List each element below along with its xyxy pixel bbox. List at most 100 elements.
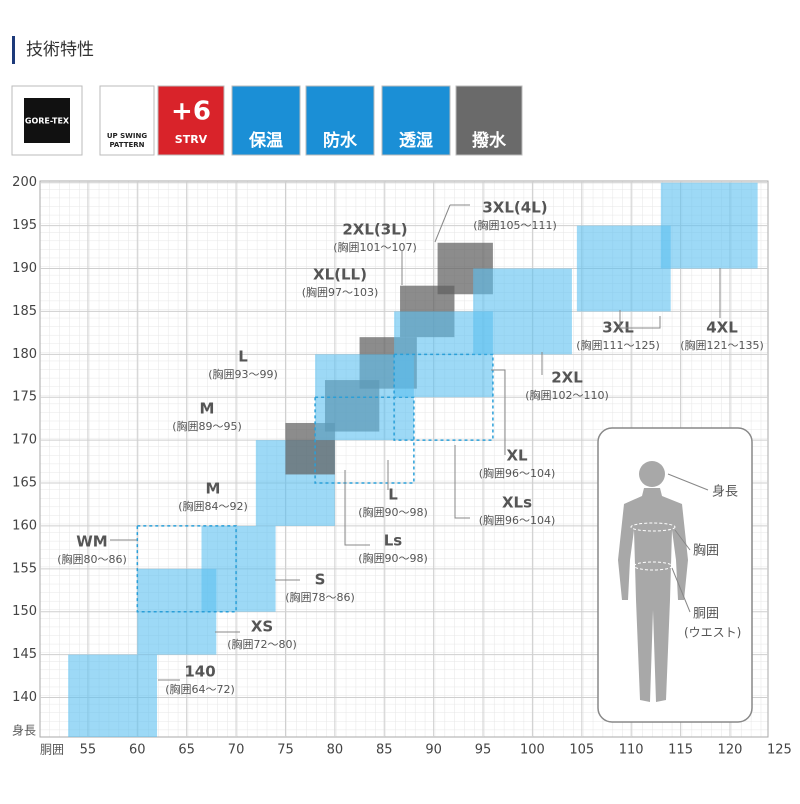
size-name: 2XL(3L) (342, 221, 407, 239)
badge (99, 85, 155, 156)
y-tick-label: 170 (12, 433, 37, 448)
size-range: (胸囲111～125) (576, 338, 660, 352)
chest-line (630, 522, 676, 532)
y-tick-label: 200 (12, 175, 37, 190)
size-name: 2XL (551, 369, 583, 387)
size-range: (胸囲90～98) (358, 551, 428, 565)
size-box (314, 396, 415, 484)
badge-text: 撥水 (472, 130, 507, 151)
size-name: S (315, 571, 326, 589)
size-name: M (206, 480, 221, 498)
badge-inner (24, 98, 70, 143)
leader-line (434, 204, 451, 243)
size-range: (胸囲72～80) (227, 637, 297, 651)
badge-text: STRV (175, 133, 208, 146)
x-axis-label: 胴囲 (40, 743, 64, 757)
figure-head (639, 461, 665, 487)
x-tick-label: 65 (178, 743, 195, 758)
badge (157, 85, 225, 156)
size-name: 3XL(4L) (482, 199, 547, 217)
y-tick-label: 190 (12, 261, 37, 276)
x-tick-label: 125 (767, 743, 792, 758)
size-box (576, 225, 671, 312)
y-tick-label: 180 (12, 347, 37, 362)
size-name: XL(LL) (313, 266, 367, 284)
badge-text: +6 (171, 97, 211, 127)
badge-text: 透湿 (399, 130, 433, 151)
figure-body (618, 488, 688, 702)
leader-line (344, 470, 370, 546)
y-tick-label: 155 (12, 561, 37, 576)
y-tick-label: 195 (12, 218, 37, 233)
waist-line (633, 561, 673, 571)
y-tick-label: 145 (12, 647, 37, 662)
size-range: (胸囲64～72) (165, 682, 235, 696)
size-range: (胸囲96～104) (479, 513, 556, 527)
badge-text: UP SWING (107, 132, 147, 140)
figure: 身長 胸囲 胴囲 (ウエスト) (597, 427, 753, 723)
size-range: (胸囲121～135) (680, 338, 764, 352)
leader (674, 529, 691, 551)
figure-label: (ウエスト) (684, 626, 741, 640)
size-name: Ls (384, 532, 403, 550)
size-name: L (388, 486, 398, 504)
x-tick-label: 105 (569, 743, 594, 758)
x-tick-label: 85 (376, 743, 393, 758)
size-name: XL (506, 447, 528, 465)
x-tick-label: 95 (475, 743, 492, 758)
size-name: XS (251, 618, 273, 636)
x-tick-label: 80 (327, 743, 344, 758)
y-tick-label: 160 (12, 518, 37, 533)
size-range: (胸囲89～95) (172, 419, 242, 433)
leader-line (619, 310, 661, 329)
title-bar (12, 36, 15, 64)
badge-text: 保温 (248, 130, 283, 151)
badge (305, 85, 375, 156)
x-tick-label: 70 (228, 743, 245, 758)
size-box (68, 654, 158, 737)
leader (671, 567, 691, 613)
x-tick-label: 120 (718, 743, 743, 758)
x-tick-label: 115 (668, 743, 693, 758)
x-tick-label: 75 (277, 743, 294, 758)
y-tick-label: 150 (12, 604, 37, 619)
badge-text: 防水 (323, 130, 358, 151)
x-tick-label: 110 (619, 743, 644, 758)
size-box (201, 525, 276, 612)
size-range: (胸囲97～103) (302, 285, 379, 299)
size-name: 140 (184, 663, 215, 681)
size-name: M (200, 400, 215, 418)
badge (231, 85, 301, 156)
figure-label: 胸囲 (693, 544, 719, 559)
x-tick-label: 100 (520, 743, 545, 758)
leader (667, 473, 709, 491)
y-tick-label: 185 (12, 304, 37, 319)
x-tick-label: 90 (425, 743, 442, 758)
labels: 140 145 150 155 160 165 170 175 180 185 190 195 200 5… (12, 175, 792, 757)
y-axis-label: 身長 (12, 723, 36, 738)
size-range: (胸囲96～104) (479, 466, 556, 480)
size-range: (胸囲80～86) (57, 552, 127, 566)
badge (381, 85, 451, 156)
size-range: (胸囲105～111) (473, 218, 557, 232)
leader-line (491, 369, 506, 455)
size-box (136, 525, 237, 613)
size-box (473, 268, 572, 355)
plot (40, 181, 768, 737)
size-range: (胸囲78～86) (285, 590, 355, 604)
size-name: XLs (502, 494, 532, 512)
size-range: (胸囲93～99) (208, 367, 278, 381)
size-box (660, 182, 758, 269)
size-range: (胸囲84～92) (178, 499, 248, 513)
page-title: 技術特性 (26, 40, 94, 60)
badge-text: PATTERN (109, 141, 144, 149)
y-tick-label: 165 (12, 476, 37, 491)
size-name: 3XL (602, 319, 634, 337)
y-tick-label: 175 (12, 390, 37, 405)
leader-line (454, 445, 470, 519)
size-range: (胸囲90～98) (358, 505, 428, 519)
figure-label: 胴囲 (693, 607, 719, 622)
size-name: WM (76, 533, 107, 551)
